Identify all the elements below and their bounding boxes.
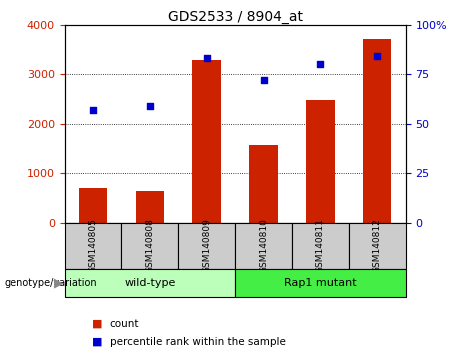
Text: ■: ■ <box>92 319 103 329</box>
Bar <box>121 223 178 269</box>
Text: GSM140809: GSM140809 <box>202 218 211 274</box>
Bar <box>249 145 278 223</box>
Point <box>146 103 154 109</box>
Point <box>317 62 324 67</box>
Bar <box>235 223 292 269</box>
Text: GSM140805: GSM140805 <box>89 218 97 274</box>
Text: GSM140808: GSM140808 <box>145 218 154 274</box>
Point <box>260 78 267 83</box>
Text: genotype/variation: genotype/variation <box>5 278 97 288</box>
Bar <box>363 39 391 223</box>
Text: percentile rank within the sample: percentile rank within the sample <box>110 337 286 347</box>
Text: ■: ■ <box>92 337 103 347</box>
Text: GSM140811: GSM140811 <box>316 218 325 274</box>
Bar <box>136 191 164 223</box>
Point <box>89 107 97 113</box>
Bar <box>178 223 235 269</box>
Bar <box>306 100 335 223</box>
Text: GSM140810: GSM140810 <box>259 218 268 274</box>
Point <box>203 56 210 61</box>
Bar <box>193 61 221 223</box>
Bar <box>292 223 349 269</box>
Bar <box>235 269 406 297</box>
Point <box>373 54 381 59</box>
Bar <box>349 223 406 269</box>
Text: count: count <box>110 319 139 329</box>
Bar <box>65 223 121 269</box>
Text: Rap1 mutant: Rap1 mutant <box>284 278 357 288</box>
Text: ▶: ▶ <box>54 277 63 290</box>
Title: GDS2533 / 8904_at: GDS2533 / 8904_at <box>168 10 302 24</box>
Bar <box>79 188 107 223</box>
Text: GSM140812: GSM140812 <box>373 219 382 273</box>
Text: wild-type: wild-type <box>124 278 176 288</box>
Bar <box>65 269 235 297</box>
